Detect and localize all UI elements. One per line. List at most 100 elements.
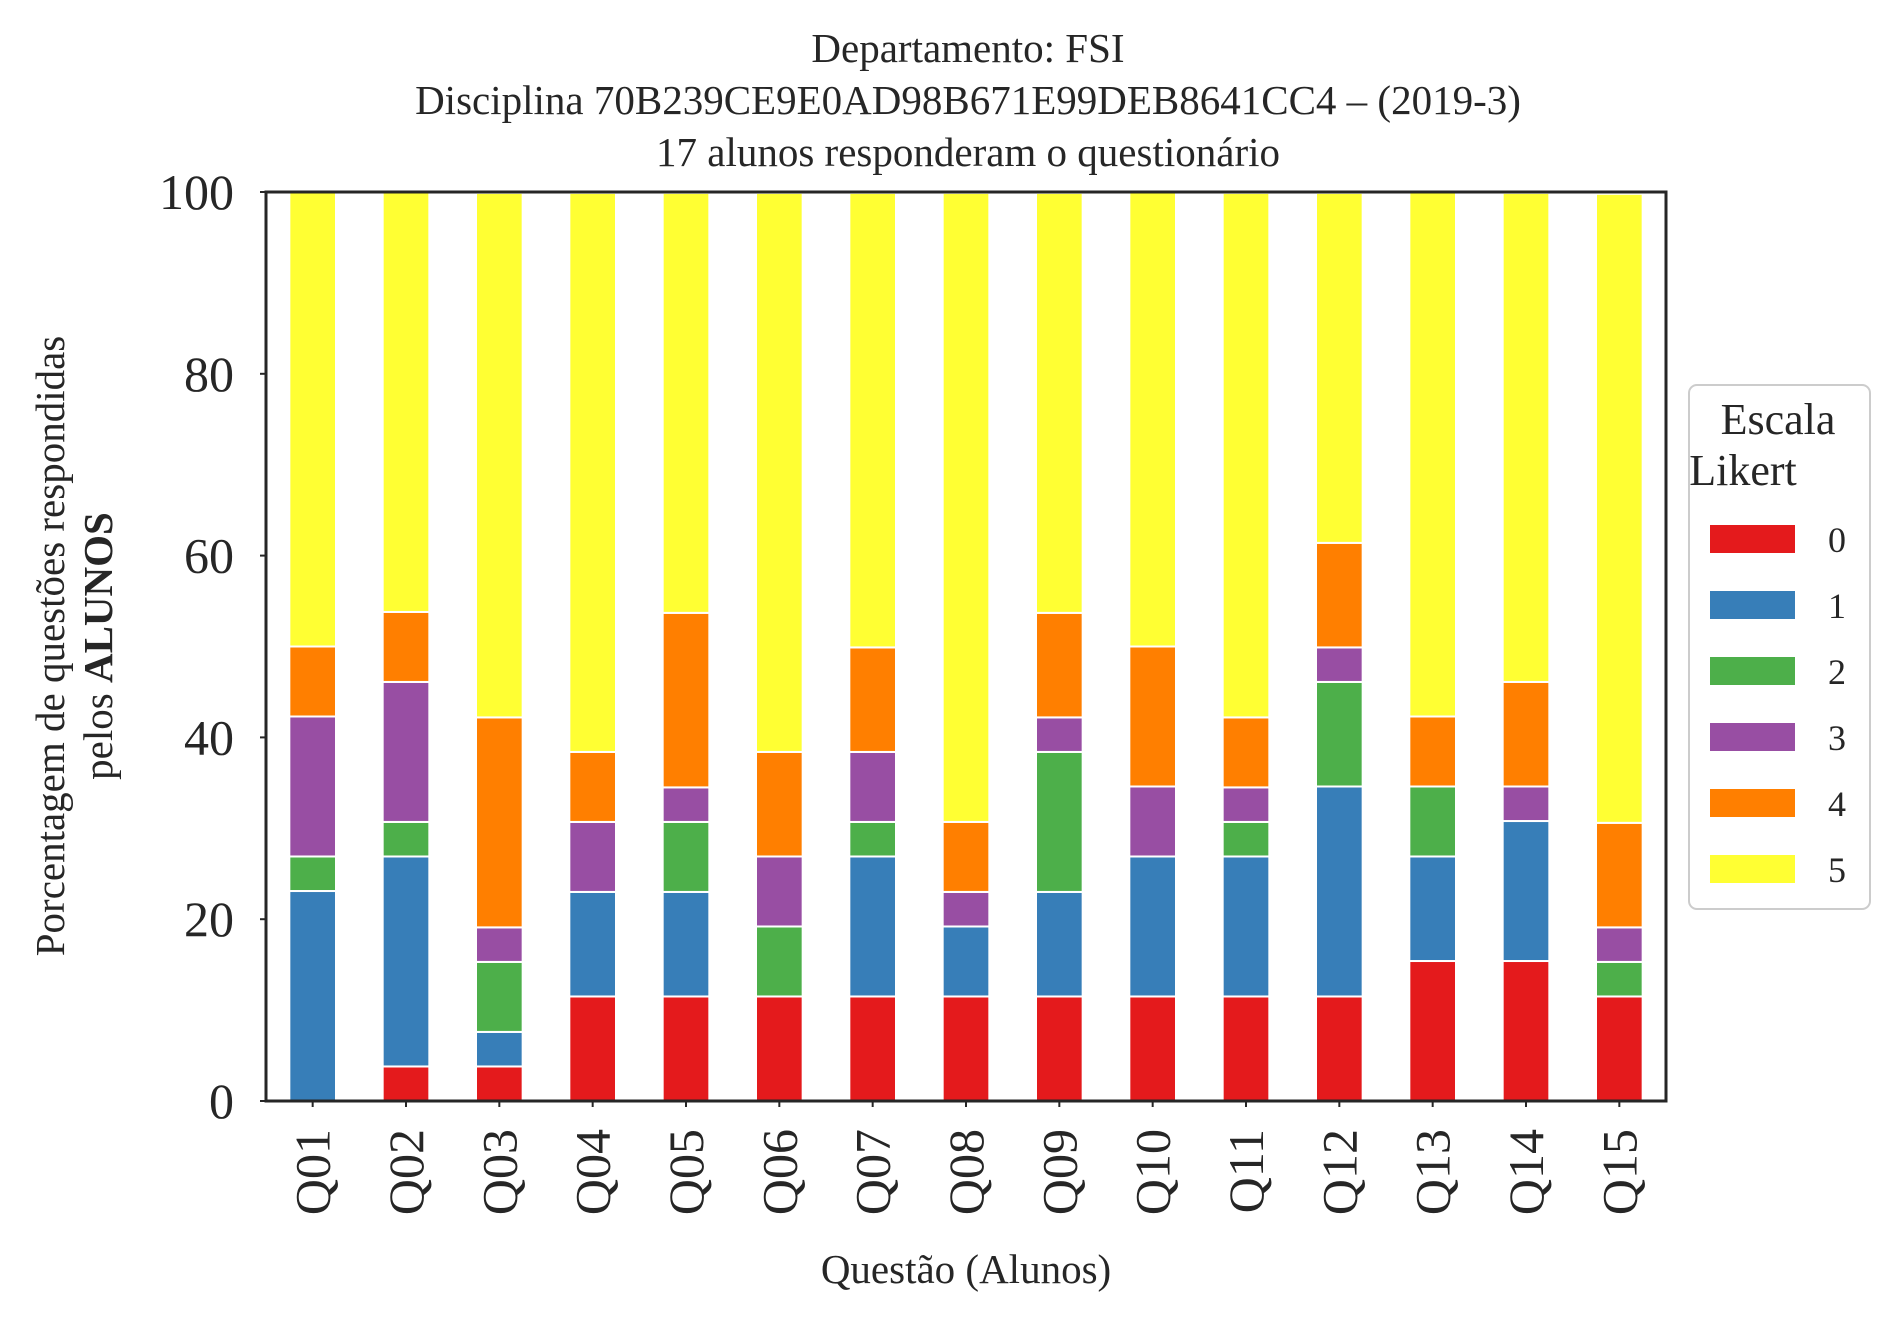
bar-q09-likert-1 <box>1035 890 1084 998</box>
x-tick-label-q11: Q11 <box>1218 1129 1274 1213</box>
bar-q10-likert-1 <box>1128 855 1178 998</box>
bar-q01-likert-2 <box>288 855 338 893</box>
x-tick-label-q12: Q12 <box>1311 1129 1367 1215</box>
y-tick-label-80: 80 <box>184 346 234 402</box>
chart-title-line-3: 17 alunos responderam o questionário <box>656 129 1280 175</box>
bar-q05-likert-0 <box>661 995 711 1103</box>
y-axis-label: Porcentagem de questões respondidas pelo… <box>27 336 121 957</box>
x-tick-label-q10: Q10 <box>1125 1129 1181 1215</box>
bar-q07-likert-3 <box>848 750 897 823</box>
bar-q03-likert-1 <box>475 1030 524 1068</box>
bars-layer <box>288 191 1644 1103</box>
bar-q12-likert-2 <box>1315 680 1364 788</box>
bar-q08-likert-0 <box>941 995 991 1103</box>
bar-q09-likert-2 <box>1035 750 1084 893</box>
x-axis-label: Questão (Alunos) <box>821 1246 1111 1292</box>
bar-q11-likert-4 <box>1221 716 1271 789</box>
x-tick-label-q06: Q06 <box>751 1129 807 1215</box>
bar-q11-likert-1 <box>1221 855 1271 998</box>
x-axis-ticks: Q01 Q02 Q03 Q04 Q05 Q06 Q07 Q08 Q09 Q10 Q11 Q12 Q13 Q… <box>285 1101 1647 1215</box>
x-tick-label-q04: Q04 <box>565 1129 621 1215</box>
bar-q12-likert-4 <box>1315 541 1364 649</box>
bar-q02-likert-0 <box>381 1065 431 1103</box>
bar-q15-likert-3 <box>1595 926 1644 963</box>
bar-q14-likert-4 <box>1501 680 1551 788</box>
x-tick-label-q15: Q15 <box>1591 1129 1647 1215</box>
bar-q04-likert-4 <box>568 750 617 823</box>
legend-swatch-2 <box>1710 657 1795 685</box>
x-tick-label-q07: Q07 <box>845 1129 901 1215</box>
legend-swatch-0 <box>1710 525 1795 553</box>
y-axis-label-prefix: pelos <box>75 683 121 780</box>
bar-q02-likert-4 <box>381 610 431 683</box>
bar-q05-likert-2 <box>661 820 711 893</box>
bar-q01-likert-1 <box>288 890 338 1102</box>
bar-q11-likert-0 <box>1221 995 1271 1103</box>
y-tick-label-100: 100 <box>159 164 234 220</box>
x-tick-label-q08: Q08 <box>938 1129 994 1215</box>
legend-label-0: 0 <box>1828 520 1846 560</box>
x-tick-label-q05: Q05 <box>658 1129 714 1215</box>
legend-items: 0 1 2 3 4 5 <box>1710 520 1846 890</box>
bar-q02-likert-2 <box>381 820 431 858</box>
bar-q05-likert-3 <box>661 786 711 823</box>
bar-q02-likert-1 <box>381 855 431 1068</box>
bar-q07-likert-5 <box>848 191 897 649</box>
legend-label-4: 4 <box>1828 784 1846 824</box>
bar-q09-likert-4 <box>1035 611 1084 719</box>
bar-q07-likert-0 <box>848 995 897 1103</box>
y-tick-label-40: 40 <box>184 709 234 765</box>
bar-q11-likert-2 <box>1221 820 1271 858</box>
bar-q11-likert-5 <box>1221 191 1271 719</box>
bar-q03-likert-4 <box>475 716 524 929</box>
bar-q03-likert-0 <box>475 1065 524 1103</box>
bar-q06-likert-0 <box>755 995 804 1103</box>
legend-title-line-1: Escala <box>1721 395 1836 444</box>
bar-q12-likert-1 <box>1315 785 1364 998</box>
y-axis-label-line-2: pelos ALUNOS <box>75 512 121 780</box>
y-tick-label-20: 20 <box>184 891 234 947</box>
bar-q08-likert-3 <box>941 890 991 928</box>
bar-q01-likert-4 <box>288 645 338 718</box>
bar-q01-likert-5 <box>288 191 338 648</box>
x-tick-label-q14: Q14 <box>1498 1129 1554 1215</box>
legend: Escala Likert 0 1 2 3 4 5 <box>1688 384 1871 910</box>
bar-q12-likert-0 <box>1315 995 1364 1103</box>
legend-title-line-2: Likert <box>1689 446 1797 495</box>
bar-q06-likert-3 <box>755 855 804 928</box>
x-tick-label-q09: Q09 <box>1031 1129 1087 1215</box>
y-tick-label-60: 60 <box>184 528 234 584</box>
bar-q13-likert-5 <box>1408 191 1458 718</box>
y-axis-label-bold: ALUNOS <box>75 512 121 683</box>
bar-q01-likert-3 <box>288 715 338 858</box>
bar-q09-likert-5 <box>1035 191 1084 614</box>
bar-q14-likert-3 <box>1501 785 1551 823</box>
bar-q12-likert-3 <box>1315 646 1364 683</box>
y-axis-label-line-1: Porcentagem de questões respondidas <box>27 336 73 957</box>
bar-q04-likert-5 <box>568 191 617 753</box>
y-tick-label-0: 0 <box>209 1073 234 1129</box>
x-tick-label-q01: Q01 <box>285 1129 341 1215</box>
legend-swatch-4 <box>1710 789 1795 817</box>
bar-q13-likert-1 <box>1408 855 1458 963</box>
legend-swatch-1 <box>1710 591 1795 619</box>
bar-q04-likert-3 <box>568 820 617 893</box>
bar-q06-likert-5 <box>755 191 804 753</box>
bar-q14-likert-1 <box>1501 820 1551 963</box>
bar-q08-likert-5 <box>941 191 991 823</box>
bar-q10-likert-5 <box>1128 191 1178 648</box>
bar-q07-likert-4 <box>848 646 897 753</box>
bar-q07-likert-2 <box>848 820 897 858</box>
legend-label-2: 2 <box>1828 652 1846 692</box>
chart-title-line-2: Disciplina 70B239CE9E0AD98B671E99DEB8641… <box>415 77 1521 123</box>
legend-swatch-5 <box>1710 855 1795 883</box>
bar-q02-likert-3 <box>381 680 431 823</box>
bar-q03-likert-5 <box>475 191 524 719</box>
bar-q12-likert-5 <box>1315 191 1364 544</box>
bar-q14-likert-0 <box>1501 960 1551 1102</box>
bar-q15-likert-4 <box>1595 821 1644 929</box>
x-tick-label-q13: Q13 <box>1405 1129 1461 1215</box>
bar-q05-likert-1 <box>661 890 711 998</box>
bar-q10-likert-3 <box>1128 785 1178 858</box>
